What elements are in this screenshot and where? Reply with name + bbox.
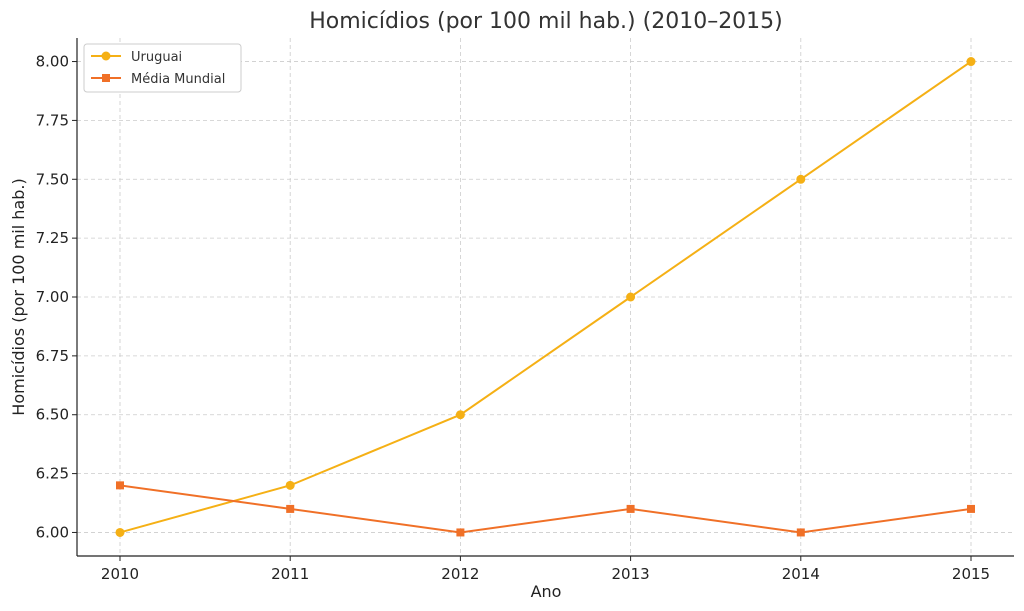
y-tick-label: 7.00 [36, 288, 69, 306]
y-tick-label: 8.00 [36, 53, 69, 71]
legend-marker-square [102, 74, 110, 82]
data-point-square [796, 528, 805, 537]
x-tick-label: 2011 [271, 565, 309, 583]
data-point-square [456, 528, 465, 537]
series-group [115, 57, 976, 537]
data-point-square [116, 481, 124, 490]
y-ticks: 6.00 6.25 6.50 6.75 7.00 7.25 7.50 7.75 8.00 [36, 53, 77, 541]
y-tick-label: 6.75 [36, 347, 69, 365]
x-tick-label: 2014 [782, 565, 820, 583]
data-point-circle [796, 174, 806, 184]
x-tick-label: 2010 [101, 565, 139, 583]
legend: Uruguai Média Mundial [83, 43, 242, 93]
y-tick-label: 6.00 [36, 523, 69, 541]
y-tick-label: 7.75 [36, 111, 69, 129]
x-ticks: 2010 2011 2012 2013 2014 2015 [101, 556, 990, 583]
data-point-circle [626, 292, 636, 302]
series-line-2 [119, 484, 972, 534]
y-tick-label: 6.25 [36, 465, 69, 483]
data-point-circle [455, 410, 465, 420]
data-point-square [967, 504, 975, 513]
legend-label: Uruguai [131, 50, 182, 65]
legend-marker-circle [101, 51, 111, 61]
grid-lines [77, 38, 1014, 556]
data-point-circle [966, 57, 976, 67]
y-tick-label: 6.50 [36, 406, 69, 424]
x-axis-label: Ano [531, 582, 562, 601]
data-point-circle [285, 480, 295, 490]
data-point-square [286, 504, 295, 513]
y-tick-label: 7.50 [36, 170, 69, 188]
x-tick-label: 2013 [612, 565, 650, 583]
y-tick-label: 7.25 [36, 229, 69, 247]
data-point-circle [115, 527, 125, 537]
chart-title: Homicídios (por 100 mil hab.) (2010–2015… [309, 9, 783, 34]
legend-label: Média Mundial [131, 72, 225, 87]
legend-box [83, 43, 242, 93]
x-tick-label: 2012 [441, 565, 479, 583]
y-axis-label: Homicídios (por 100 mil hab.) [9, 178, 28, 415]
x-tick-label: 2015 [952, 565, 990, 583]
series-line-1 [119, 60, 972, 534]
data-point-square [626, 504, 635, 513]
